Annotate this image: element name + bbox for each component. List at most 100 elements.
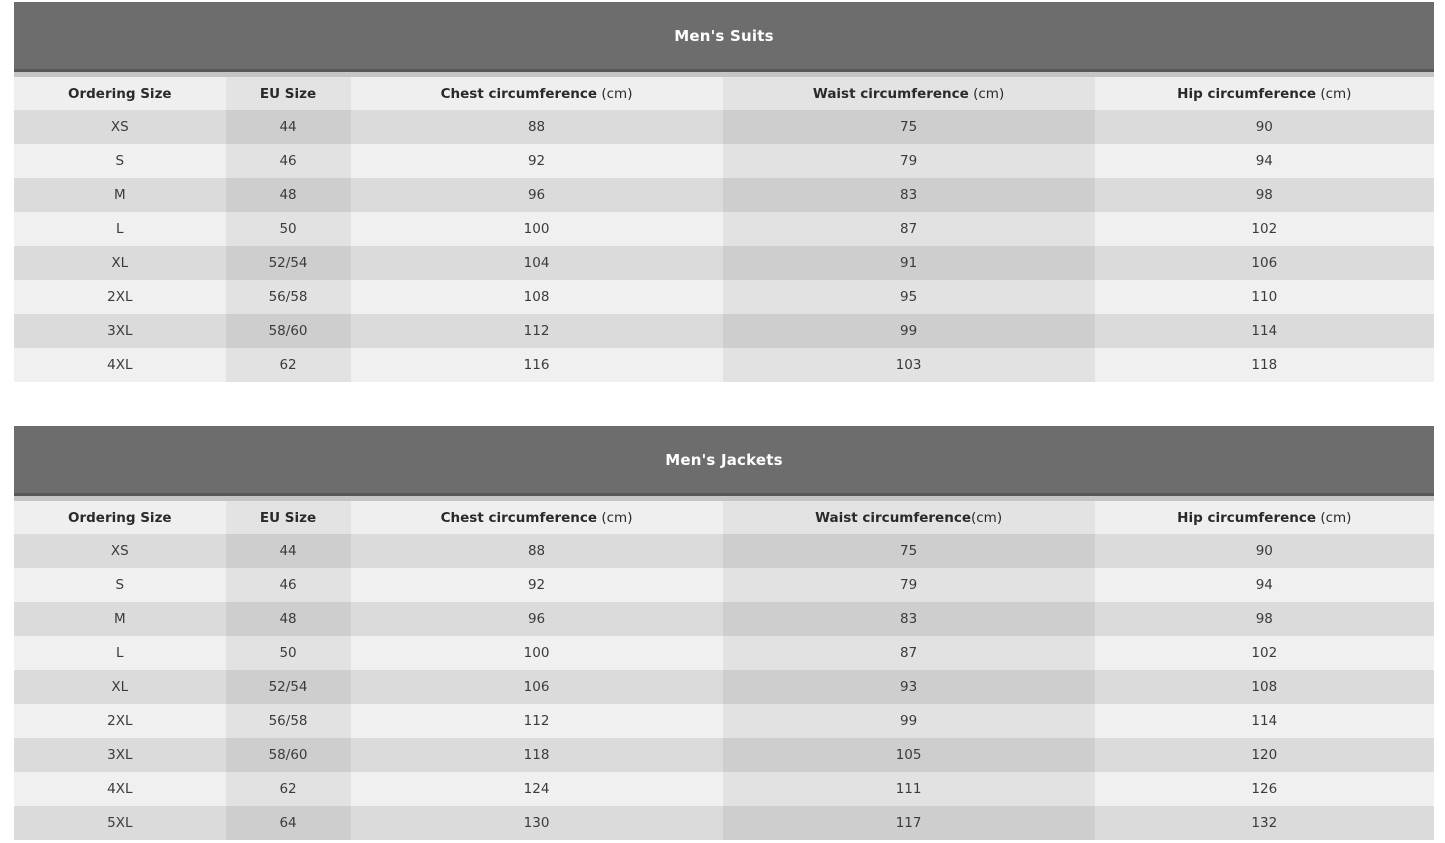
- table-cell: 75: [722, 110, 1095, 144]
- column-header: Waist circumference (cm): [722, 77, 1095, 110]
- table-cell: 132: [1094, 806, 1434, 840]
- table-cell: 112: [350, 314, 723, 348]
- column-header: Chest circumference (cm): [350, 77, 723, 110]
- table-cell: 106: [350, 670, 723, 704]
- column-header: Waist circumference(cm): [722, 501, 1095, 534]
- table-cell: 4XL: [14, 348, 226, 382]
- table-cell: 3XL: [14, 314, 226, 348]
- table-cell: 5XL: [14, 806, 226, 840]
- table-cell: 62: [225, 348, 351, 382]
- banner-separator: [14, 72, 1434, 77]
- column-header: Hip circumference (cm): [1094, 501, 1434, 534]
- table-row: L 50 100 87 102: [14, 636, 1434, 670]
- table-cell: 48: [225, 602, 351, 636]
- table-cell: 90: [1094, 534, 1434, 568]
- table-cell: XS: [14, 534, 226, 568]
- table-row: L 50 100 87 102: [14, 212, 1434, 246]
- table-cell: S: [14, 144, 226, 178]
- table-row: XL 52/54 106 93 108: [14, 670, 1434, 704]
- table-title-banner: Men's Suits: [14, 2, 1434, 72]
- table-row: XL 52/54 104 91 106: [14, 246, 1434, 280]
- table-cell: 83: [722, 178, 1095, 212]
- table-row: 4XL 62 124 111 126: [14, 772, 1434, 806]
- table-cell: 124: [350, 772, 723, 806]
- table-cell: 92: [350, 568, 723, 602]
- table-cell: L: [14, 636, 226, 670]
- table-cell: 100: [350, 212, 723, 246]
- table-cell: 2XL: [14, 280, 226, 314]
- header-row: Ordering Size EU Size Chest circumference …: [14, 77, 1434, 110]
- table-cell: 64: [225, 806, 351, 840]
- table-cell: 88: [350, 110, 723, 144]
- table-cell: 87: [722, 636, 1095, 670]
- table-cell: 102: [1094, 212, 1434, 246]
- table-title-banner: Men's Jackets: [14, 426, 1434, 496]
- table-row: 2XL 56/58 112 99 114: [14, 704, 1434, 738]
- mens-jackets-size-table: Ordering Size EU Size Chest circumference …: [14, 501, 1434, 840]
- table-cell: 108: [350, 280, 723, 314]
- table-cell: XS: [14, 110, 226, 144]
- table-cell: 75: [722, 534, 1095, 568]
- column-header: EU Size: [225, 501, 351, 534]
- table-cell: 48: [225, 178, 351, 212]
- table-cell: 58/60: [225, 314, 351, 348]
- table-cell: 112: [350, 704, 723, 738]
- table-cell: 94: [1094, 568, 1434, 602]
- table-cell: 79: [722, 144, 1095, 178]
- banner-separator: [14, 496, 1434, 501]
- table-cell: 44: [225, 534, 351, 568]
- table-cell: 62: [225, 772, 351, 806]
- mens-jackets-section: Men's Jackets Ordering Size EU Size Chest …: [14, 426, 1434, 840]
- table-cell: M: [14, 602, 226, 636]
- table-cell: 58/60: [225, 738, 351, 772]
- table-cell: 102: [1094, 636, 1434, 670]
- table-row: M 48 96 83 98: [14, 178, 1434, 212]
- table-cell: 116: [350, 348, 723, 382]
- table-cell: 90: [1094, 110, 1434, 144]
- table-row: 3XL 58/60 118 105 120: [14, 738, 1434, 772]
- table-cell: 117: [722, 806, 1095, 840]
- table-cell: 52/54: [225, 670, 351, 704]
- table-cell: 98: [1094, 602, 1434, 636]
- table-cell: 100: [350, 636, 723, 670]
- table-cell: M: [14, 178, 226, 212]
- table-cell: 103: [722, 348, 1095, 382]
- table-cell: 4XL: [14, 772, 226, 806]
- table-cell: 126: [1094, 772, 1434, 806]
- table-cell: 56/58: [225, 704, 351, 738]
- table-cell: 44: [225, 110, 351, 144]
- table-cell: 50: [225, 212, 351, 246]
- table-cell: 120: [1094, 738, 1434, 772]
- table-row: XS 44 88 75 90: [14, 110, 1434, 144]
- table-cell: 130: [350, 806, 723, 840]
- table-cell: 96: [350, 602, 723, 636]
- table-cell: 118: [1094, 348, 1434, 382]
- table-row: S 46 92 79 94: [14, 568, 1434, 602]
- table-cell: 99: [722, 704, 1095, 738]
- table-cell: 114: [1094, 314, 1434, 348]
- table-cell: 114: [1094, 704, 1434, 738]
- table-cell: XL: [14, 246, 226, 280]
- table-cell: 92: [350, 144, 723, 178]
- table-cell: 99: [722, 314, 1095, 348]
- column-header: Ordering Size: [14, 77, 226, 110]
- header-row: Ordering Size EU Size Chest circumference …: [14, 501, 1434, 534]
- column-header: EU Size: [225, 77, 351, 110]
- table-cell: 110: [1094, 280, 1434, 314]
- table-cell: 46: [225, 568, 351, 602]
- table-cell: 111: [722, 772, 1095, 806]
- table-cell: 105: [722, 738, 1095, 772]
- table-cell: 83: [722, 602, 1095, 636]
- table-cell: XL: [14, 670, 226, 704]
- table-title: Men's Jackets: [665, 450, 783, 469]
- mens-suits-section: Men's Suits Ordering Size EU Size Chest ci…: [14, 2, 1434, 382]
- table-cell: 94: [1094, 144, 1434, 178]
- table-cell: 46: [225, 144, 351, 178]
- table-cell: 3XL: [14, 738, 226, 772]
- mens-suits-size-table: Ordering Size EU Size Chest circumference …: [14, 77, 1434, 382]
- table-cell: 52/54: [225, 246, 351, 280]
- table-cell: L: [14, 212, 226, 246]
- table-cell: 91: [722, 246, 1095, 280]
- table-cell: 118: [350, 738, 723, 772]
